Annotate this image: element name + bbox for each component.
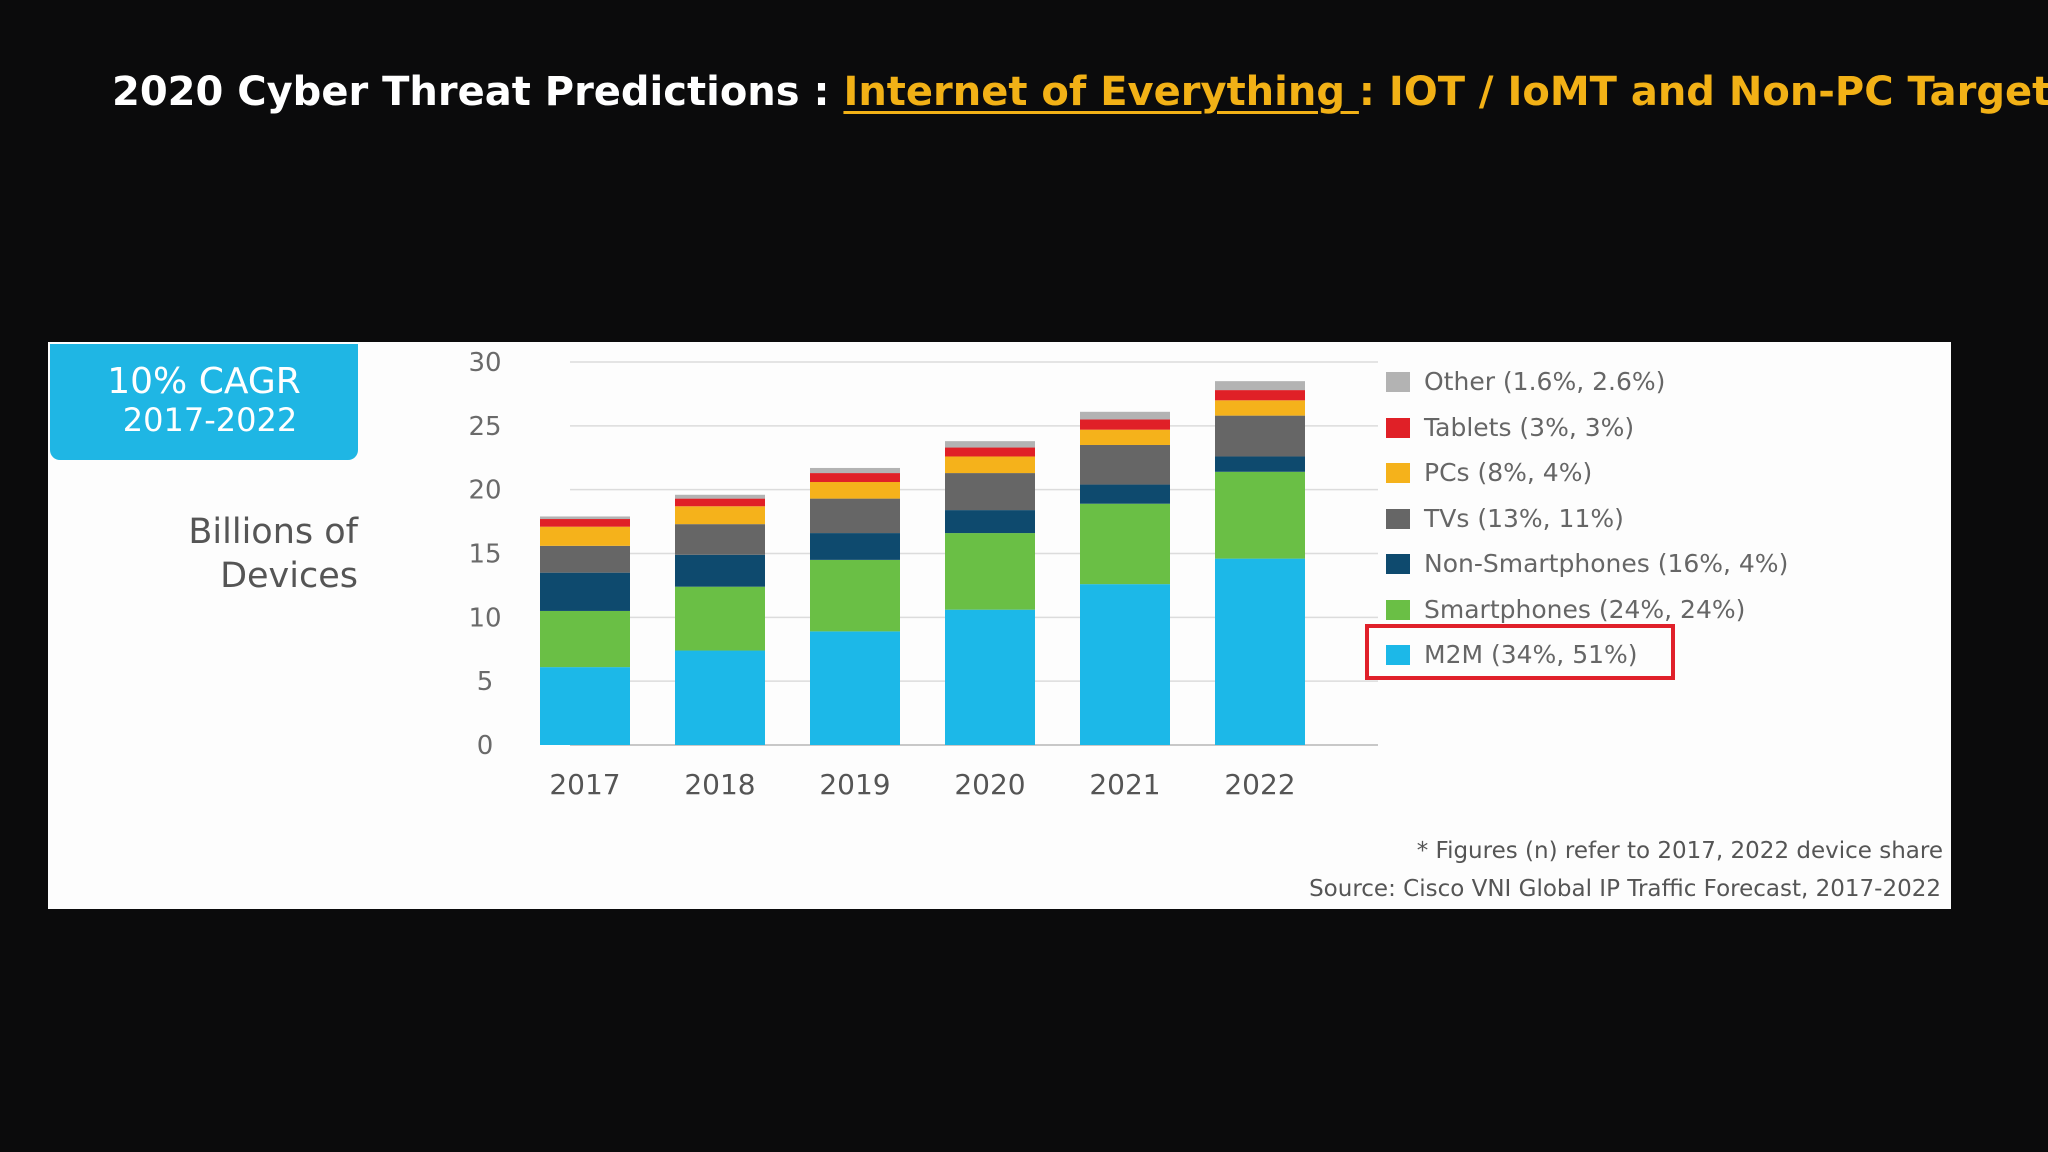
slide-title: 2020 Cyber Threat Predictions : Internet…	[112, 64, 2048, 120]
bar-segment	[540, 667, 630, 745]
bar-segment	[540, 519, 630, 527]
y-tick-label: 20	[468, 476, 501, 506]
legend-item: Non-Smartphones (16%, 4%)	[1386, 544, 1906, 590]
bar-segment	[945, 447, 1035, 457]
bar-segment	[1080, 419, 1170, 430]
legend-swatch	[1386, 508, 1410, 529]
legend-item: TVs (13%, 11%)	[1386, 499, 1906, 545]
cagr-badge: 10% CAGR 2017-2022	[50, 344, 358, 460]
cagr-range-text: 2017-2022	[122, 401, 298, 439]
bar-segment	[945, 473, 1035, 511]
bar-segment	[1215, 415, 1305, 457]
bar-segment	[945, 533, 1035, 610]
bar-segment	[675, 650, 765, 745]
bar-segment	[1215, 471, 1305, 559]
legend-swatch	[1386, 599, 1410, 620]
bar-segment	[540, 572, 630, 611]
y-axis-label: Billions of Devices	[108, 510, 358, 598]
title-suffix: : IOT / IoMT and Non-PC Target	[1358, 69, 2048, 115]
bar-segment	[1080, 584, 1170, 745]
legend-item: Other (1.6%, 2.6%)	[1386, 362, 1906, 408]
y-tick-label: 10	[468, 603, 501, 633]
bar-segment	[540, 526, 630, 546]
bar-segment	[1080, 484, 1170, 504]
bar-segment	[810, 467, 900, 474]
bar-segment	[675, 554, 765, 587]
bar-segment	[1080, 503, 1170, 585]
legend-swatch	[1386, 372, 1410, 392]
bar-segment	[675, 498, 765, 507]
legend-swatch	[1386, 554, 1410, 574]
bar-segment	[540, 545, 630, 573]
legend-label: Non-Smartphones (16%, 4%)	[1424, 549, 1789, 578]
cagr-main-text: 10% CAGR	[107, 361, 301, 402]
bar-segment	[1215, 456, 1305, 472]
legend-swatch	[1386, 417, 1410, 438]
bars	[540, 381, 1305, 745]
y-axis-label-line2: Devices	[220, 556, 358, 596]
bar-segment	[675, 524, 765, 555]
bar-segment	[540, 610, 630, 668]
y-axis-ticks: 0 5 10 15 20 25 30	[468, 348, 501, 761]
bar-segment	[675, 586, 765, 651]
bar-segment	[945, 609, 1035, 745]
bar-segment	[945, 456, 1035, 474]
bar-segment	[810, 631, 900, 745]
source-note: Source: Cisco VNI Global IP Traffic Fore…	[1309, 876, 1941, 902]
footnote: * Figures (n) refer to 2017, 2022 device…	[1416, 838, 1943, 864]
bar-segment	[810, 533, 900, 560]
bar-segment	[1080, 411, 1170, 420]
legend-label: Tablets (3%, 3%)	[1424, 412, 1635, 442]
bar-segment	[675, 494, 765, 499]
legend-item: M2M (34%, 51%)	[1386, 635, 1906, 681]
bar-segment	[1215, 381, 1305, 391]
title-prefix: 2020 Cyber Threat Predictions :	[112, 69, 844, 115]
stacked-bar-chart: 0 5 10 15 20 25 30 2017 2018 2019 2020 2021 2022	[468, 348, 1378, 801]
m2m-highlight-box	[1365, 624, 1675, 680]
legend-item: Smartphones (24%, 24%)	[1386, 590, 1906, 636]
legend-label: PCs (8%, 4%)	[1424, 458, 1593, 487]
bar-segment	[675, 506, 765, 525]
legend-swatch	[1386, 463, 1410, 483]
legend-swatch	[1386, 645, 1410, 665]
bar-segment	[810, 473, 900, 483]
legend-item: PCs (8%, 4%)	[1386, 453, 1906, 499]
legend-label: Other (1.6%, 2.6%)	[1424, 367, 1666, 396]
x-category-label: 2020	[954, 768, 1025, 801]
legend-item: Tablets (3%, 3%)	[1386, 408, 1906, 454]
x-category-label: 2021	[1089, 768, 1160, 801]
bar-segment	[810, 498, 900, 534]
y-tick-label: 5	[477, 667, 494, 697]
legend-label: TVs (13%, 11%)	[1424, 503, 1624, 533]
y-tick-label: 0	[477, 731, 494, 761]
bar-segment	[1215, 390, 1305, 401]
bar-segment	[1080, 444, 1170, 485]
x-category-label: 2019	[819, 768, 890, 801]
y-tick-label: 15	[468, 540, 501, 570]
bar-segment	[1215, 558, 1305, 745]
x-category-label: 2022	[1224, 768, 1295, 801]
chart-panel: 10% CAGR 2017-2022 Billions of Devices 0…	[48, 342, 1951, 909]
y-tick-label: 30	[468, 348, 501, 378]
bar-segment	[540, 516, 630, 520]
x-axis-categories: 2017 2018 2019 2020 2021 2022	[549, 768, 1295, 801]
bar-segment	[1215, 400, 1305, 416]
x-category-label: 2017	[549, 768, 620, 801]
bar-segment	[810, 559, 900, 632]
y-axis-label-line1: Billions of	[188, 512, 358, 552]
x-category-label: 2018	[684, 768, 755, 801]
bar-segment	[945, 441, 1035, 448]
bar-segment	[810, 482, 900, 499]
legend-label: M2M (34%, 51%)	[1424, 640, 1638, 669]
legend-label: Smartphones (24%, 24%)	[1424, 594, 1746, 624]
bar-segment	[945, 510, 1035, 534]
y-tick-label: 25	[468, 412, 501, 442]
legend: Other (1.6%, 2.6%) Tablets (3%, 3%) PCs (8…	[1386, 362, 1906, 681]
bar-segment	[1080, 429, 1170, 445]
title-link[interactable]: Internet of Everything	[843, 69, 1359, 115]
